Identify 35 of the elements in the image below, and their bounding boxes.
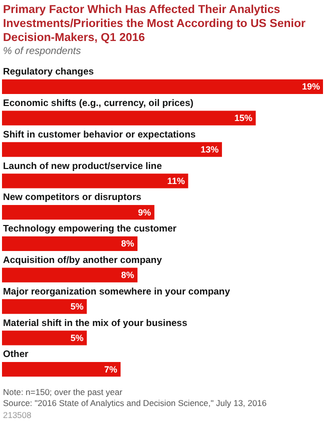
data-label: 19%	[302, 82, 320, 92]
data-label: 5%	[70, 301, 84, 312]
y-tick-label: New competitors or disruptors	[3, 192, 142, 204]
y-tick-label: Technology empowering the customer	[3, 224, 177, 235]
text: Note: n=150; over the past year	[3, 387, 124, 398]
source-note: Source: "2016 State of Analytics and Decision Science," July 13, 2016	[3, 398, 268, 408]
bar	[2, 79, 323, 94]
bar	[2, 330, 87, 346]
bar	[2, 142, 222, 157]
y-tick-label: Major reorganization somewhere in your company	[3, 286, 231, 298]
bar	[2, 299, 87, 314]
y-tick-label: Shift in customer behavior or expectations	[3, 129, 196, 140]
bar	[2, 268, 138, 282]
bar	[2, 204, 154, 220]
data-label: 13%	[200, 144, 219, 154]
data-label: 8%	[121, 270, 134, 280]
data-label: 7%	[104, 364, 118, 374]
y-tick-label: Acquisition of/by another company	[3, 254, 163, 266]
text: 213508	[3, 410, 32, 420]
y-tick-label: Economic shifts (e.g., currency, oil prices)	[3, 98, 194, 109]
y-tick-label: Material shift in the mix of your business	[3, 318, 188, 329]
chart-subtitle: % of respondents	[3, 46, 82, 57]
bar	[2, 110, 256, 126]
data-label: 11%	[167, 176, 185, 186]
bar	[2, 174, 188, 188]
bar	[2, 236, 138, 252]
data-label: 8%	[121, 238, 134, 249]
data-label: 9%	[138, 207, 152, 218]
data-label: 5%	[70, 332, 84, 343]
bar	[2, 362, 121, 377]
y-tick-label: Other	[3, 349, 29, 360]
y-tick-label: Launch of new product/service line	[3, 160, 162, 172]
data-label: 15%	[234, 113, 252, 124]
chart-title: Primary Factor Which Has Affected Their Analytics Investments/Priorities the Most According to US Senior Decision-Makers, Q1 2016	[3, 3, 306, 45]
y-tick-label: Regulatory changes	[3, 66, 94, 78]
